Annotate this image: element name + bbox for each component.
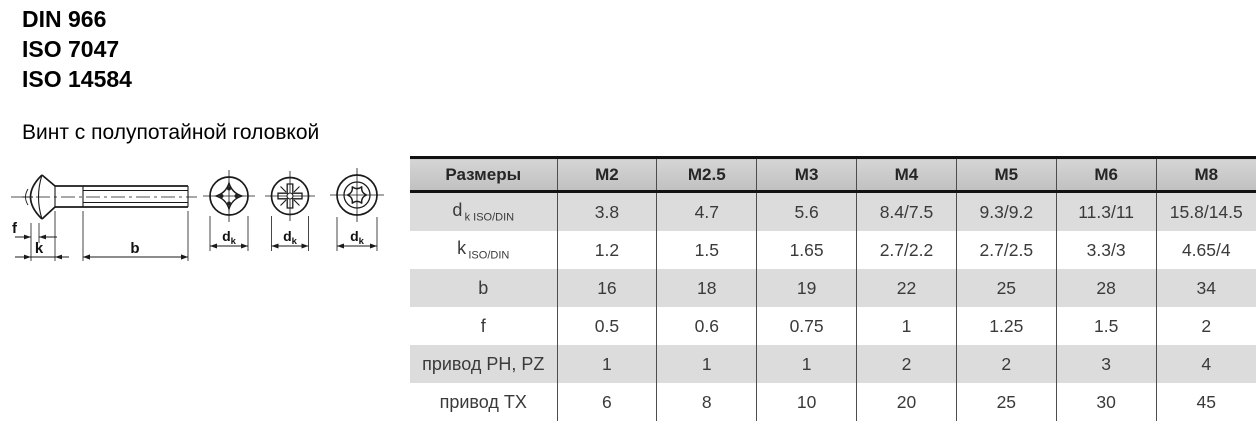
row-label: k ISO/DIN <box>410 231 557 269</box>
value-cell: 1 <box>756 345 857 383</box>
value-cell: 6 <box>556 383 657 421</box>
value-cell: 0.6 <box>656 307 757 345</box>
value-cell: 1.5 <box>656 231 757 269</box>
header-cell-M2: M2 <box>556 157 657 192</box>
row-label: f <box>410 307 557 345</box>
pozidriv-head-view <box>265 171 315 251</box>
torx-head-view <box>330 168 384 251</box>
value-cell: 2.7/2.2 <box>856 231 957 269</box>
value-cell: 4.65/4 <box>1155 231 1256 269</box>
value-cell: 10 <box>756 383 857 421</box>
torx-recess-icon <box>346 186 368 204</box>
row-label: d k ISO/DIN <box>410 191 557 231</box>
screw-side-view <box>11 174 197 261</box>
value-cell: 18 <box>656 269 757 307</box>
value-cell: 1 <box>556 345 657 383</box>
standards-block: DIN 966 ISO 7047 ISO 14584 <box>22 4 132 94</box>
header-cell-M6: M6 <box>1055 157 1157 192</box>
value-cell: 11.3/11 <box>1055 191 1157 231</box>
value-cell: 0.75 <box>756 307 857 345</box>
technical-drawing: f k b dk dk <box>11 168 384 261</box>
value-cell: 2.7/2.5 <box>955 231 1057 269</box>
value-cell: 4.7 <box>656 191 757 231</box>
value-cell: 5.6 <box>756 191 857 231</box>
dim-label-k: k <box>35 240 44 257</box>
value-cell: 2 <box>856 345 957 383</box>
value-cell: 8.4/7.5 <box>856 191 957 231</box>
thread-lines <box>83 190 188 203</box>
dim-label-dk-ph: dk <box>222 228 237 247</box>
value-cell: 1 <box>656 345 757 383</box>
value-cell: 2 <box>1155 307 1256 345</box>
value-cell: 1 <box>856 307 957 345</box>
dimension-arrowheads <box>24 234 377 260</box>
dim-label-dk-tx: dk <box>350 228 365 247</box>
value-cell: 3 <box>1055 345 1157 383</box>
crosshair <box>203 170 255 222</box>
header-cell-M2.5: M2.5 <box>656 157 757 192</box>
value-cell: 3.8 <box>556 191 657 231</box>
value-cell: 30 <box>1055 383 1157 421</box>
header-cell-M4: M4 <box>856 157 957 192</box>
row-label: привод TX <box>410 383 557 421</box>
phillips-head-view <box>203 170 255 251</box>
standard-din-966: DIN 966 <box>22 6 107 32</box>
value-cell: 45 <box>1155 383 1256 421</box>
value-cell: 25 <box>955 383 1057 421</box>
value-cell: 1.65 <box>756 231 857 269</box>
value-cell: 1.25 <box>955 307 1057 345</box>
header-cell-M5: M5 <box>955 157 1057 192</box>
header-cell-M8: M8 <box>1155 157 1256 192</box>
value-cell: 8 <box>656 383 757 421</box>
table-row: d k ISO/DIN 3.8 4.7 5.6 8.4/7.5 9.3/9.2 11.3/1… <box>410 191 1256 231</box>
value-cell: 2 <box>955 345 1057 383</box>
header-cell-sizes: Размеры <box>410 157 557 192</box>
crosshair <box>330 168 384 222</box>
table-row: k ISO/DIN 1.2 1.5 1.65 2.7/2.2 2.7/2.5 3.3/3 4.… <box>410 231 1256 269</box>
value-cell: 20 <box>856 383 957 421</box>
dim-label-b: b <box>130 240 139 257</box>
value-cell: 25 <box>955 269 1057 307</box>
pozidriv-recess-icon <box>277 183 303 209</box>
value-cell: 22 <box>856 269 957 307</box>
value-cell: 19 <box>756 269 857 307</box>
value-cell: 3.3/3 <box>1055 231 1157 269</box>
value-cell: 0.5 <box>556 307 657 345</box>
value-cell: 9.3/9.2 <box>955 191 1057 231</box>
value-cell: 15.8/14.5 <box>1155 191 1256 231</box>
value-cell: 1.2 <box>556 231 657 269</box>
dim-label-dk-pz: dk <box>283 228 298 247</box>
table-row: f 0.5 0.6 0.75 1 1.25 1.5 2 <box>410 307 1256 345</box>
dim-label-f: f <box>12 220 18 237</box>
standard-iso-7047: ISO 7047 <box>22 36 120 62</box>
value-cell: 4 <box>1155 345 1256 383</box>
table-row: b 16 18 19 22 25 28 34 <box>410 269 1256 307</box>
header-cell-M3: M3 <box>756 157 857 192</box>
table-row: привод PH, PZ 1 1 1 2 2 3 4 <box>410 345 1256 383</box>
value-cell: 16 <box>556 269 657 307</box>
recess-side-mark <box>22 188 33 206</box>
dimensions-table: Размеры M2 M2.5 M3 M4 M5 M6 M8 d k ISO/DIN 3.8 4.… <box>410 156 1256 421</box>
table-header-row: Размеры M2 M2.5 M3 M4 M5 M6 M8 <box>410 157 1256 192</box>
value-cell: 1.5 <box>1055 307 1157 345</box>
row-label: b <box>410 269 557 307</box>
value-cell: 34 <box>1155 269 1256 307</box>
table-row: привод TX 6 8 10 20 25 30 45 <box>410 383 1256 421</box>
row-label: привод PH, PZ <box>410 345 557 383</box>
table-body: d k ISO/DIN 3.8 4.7 5.6 8.4/7.5 9.3/9.2 11.3/1… <box>410 191 1256 421</box>
standard-iso-14584: ISO 14584 <box>22 66 132 92</box>
product-title: Винт с полупотайной головкой <box>22 121 320 144</box>
value-cell: 28 <box>1055 269 1157 307</box>
phillips-recess-icon <box>213 180 245 212</box>
